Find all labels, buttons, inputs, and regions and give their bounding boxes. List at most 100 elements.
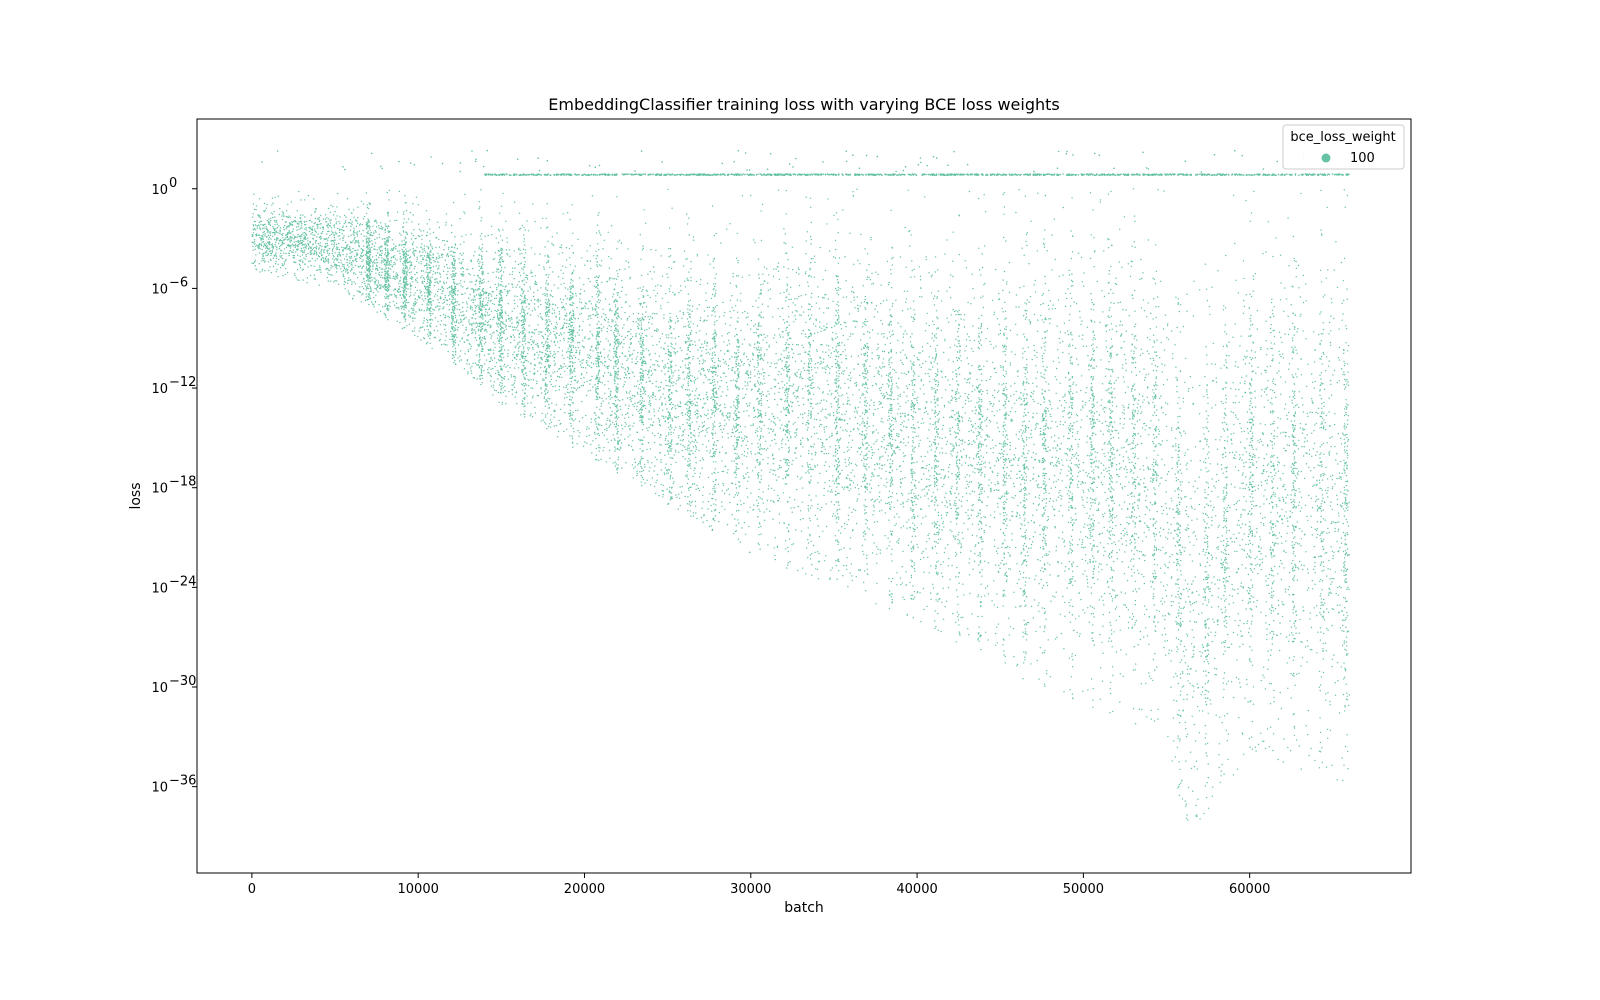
data-point bbox=[879, 549, 881, 551]
data-point bbox=[375, 287, 378, 289]
data-point bbox=[984, 210, 987, 213]
data-point bbox=[997, 547, 999, 549]
data-point bbox=[1206, 391, 1208, 393]
data-point bbox=[1069, 362, 1072, 364]
data-point bbox=[965, 492, 968, 494]
data-point bbox=[1273, 430, 1276, 432]
data-point bbox=[507, 349, 509, 351]
data-point bbox=[835, 565, 837, 567]
data-point bbox=[977, 425, 979, 428]
data-point bbox=[1038, 678, 1040, 680]
data-point bbox=[608, 388, 610, 390]
data-point bbox=[836, 492, 839, 495]
data-point bbox=[759, 436, 762, 438]
data-point bbox=[539, 373, 542, 376]
data-point bbox=[1154, 488, 1156, 491]
data-point bbox=[882, 366, 884, 368]
data-point bbox=[365, 289, 368, 291]
data-point bbox=[750, 451, 752, 453]
data-point bbox=[812, 381, 814, 384]
data-point bbox=[1177, 472, 1179, 474]
data-point bbox=[964, 350, 966, 352]
data-point bbox=[895, 299, 897, 301]
data-point bbox=[710, 455, 712, 458]
data-point bbox=[1226, 530, 1228, 532]
data-point bbox=[713, 421, 716, 423]
data-point bbox=[302, 232, 304, 234]
data-point bbox=[675, 461, 677, 463]
data-point bbox=[426, 280, 429, 283]
data-point bbox=[1155, 533, 1158, 536]
data-point bbox=[289, 247, 292, 249]
data-point bbox=[1284, 287, 1286, 289]
data-point bbox=[715, 333, 717, 335]
data-point bbox=[1277, 718, 1280, 720]
data-point bbox=[817, 507, 819, 510]
data-point bbox=[1004, 394, 1006, 396]
data-point bbox=[984, 587, 987, 589]
data-point bbox=[487, 234, 489, 237]
data-point bbox=[1183, 606, 1185, 608]
data-point bbox=[1150, 677, 1152, 680]
data-point bbox=[958, 531, 960, 534]
data-point bbox=[837, 301, 839, 303]
data-point bbox=[934, 458, 937, 460]
data-point bbox=[563, 318, 565, 320]
data-point bbox=[1291, 674, 1294, 676]
data-point bbox=[928, 470, 930, 472]
data-point bbox=[1045, 381, 1047, 383]
data-point bbox=[453, 263, 456, 265]
data-point bbox=[835, 345, 838, 348]
data-point bbox=[1250, 736, 1253, 738]
data-point bbox=[494, 346, 496, 349]
data-point bbox=[794, 315, 796, 317]
data-point bbox=[1292, 485, 1295, 487]
data-point bbox=[1339, 547, 1341, 549]
data-point bbox=[266, 228, 268, 230]
data-point bbox=[961, 439, 964, 441]
data-point bbox=[1224, 408, 1226, 410]
data-point bbox=[717, 375, 719, 377]
data-point bbox=[1013, 485, 1016, 487]
data-point bbox=[1345, 386, 1347, 388]
data-point bbox=[754, 369, 756, 371]
data-point bbox=[836, 516, 838, 519]
data-point bbox=[1222, 696, 1225, 699]
data-point bbox=[1089, 397, 1092, 399]
data-point bbox=[481, 381, 483, 384]
data-point bbox=[884, 535, 886, 537]
data-point bbox=[1165, 507, 1168, 509]
data-point bbox=[1222, 561, 1225, 563]
data-point bbox=[1000, 457, 1002, 459]
data-point bbox=[1310, 497, 1313, 500]
data-point bbox=[1343, 564, 1346, 566]
data-point bbox=[861, 394, 863, 396]
data-point bbox=[405, 264, 407, 267]
data-point bbox=[604, 392, 606, 394]
data-point bbox=[742, 397, 744, 400]
data-point bbox=[1076, 464, 1078, 466]
data-point bbox=[1223, 512, 1226, 514]
data-point bbox=[547, 261, 550, 263]
data-point bbox=[913, 462, 915, 464]
data-point bbox=[1044, 317, 1047, 319]
data-point bbox=[345, 226, 348, 228]
data-point bbox=[1024, 408, 1026, 410]
data-point bbox=[1114, 429, 1116, 432]
data-point bbox=[984, 420, 986, 422]
data-point bbox=[756, 373, 759, 375]
data-point bbox=[734, 352, 736, 354]
data-point bbox=[655, 360, 657, 362]
data-point bbox=[1115, 606, 1118, 608]
data-point bbox=[1010, 418, 1012, 421]
data-point bbox=[517, 342, 519, 344]
data-point bbox=[461, 254, 463, 256]
data-point bbox=[1224, 331, 1226, 333]
data-point bbox=[924, 360, 927, 363]
data-point bbox=[913, 378, 915, 381]
data-point bbox=[891, 598, 893, 601]
data-point bbox=[1259, 423, 1262, 425]
data-point bbox=[934, 442, 936, 444]
data-point bbox=[912, 316, 914, 319]
data-point bbox=[1293, 637, 1295, 640]
